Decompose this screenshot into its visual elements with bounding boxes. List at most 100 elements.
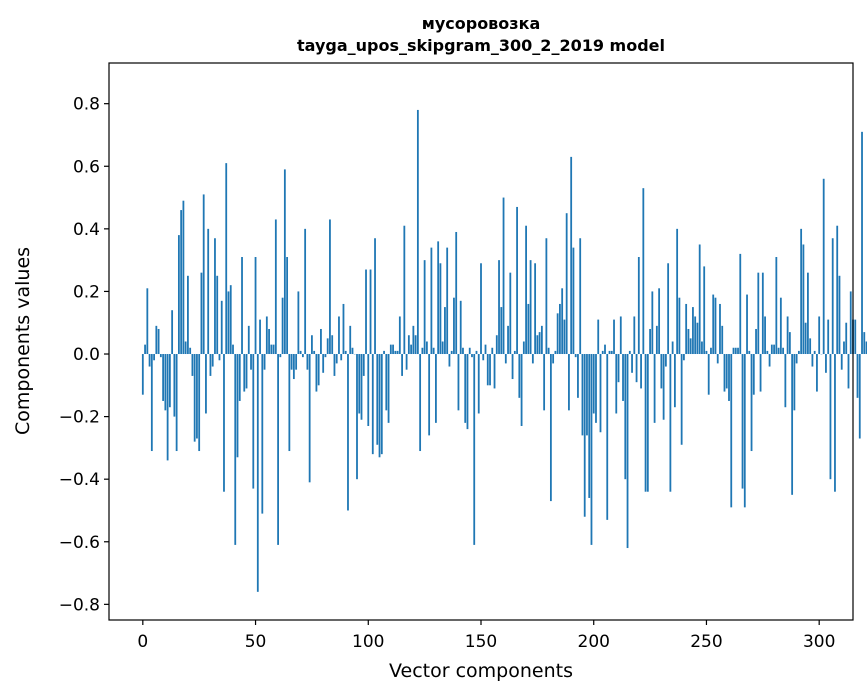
bar <box>207 229 209 354</box>
bar <box>656 326 658 354</box>
bar <box>746 295 748 354</box>
bar <box>248 326 250 354</box>
bar <box>385 354 387 410</box>
x-tick-label: 100 <box>352 632 384 652</box>
bar <box>611 351 613 354</box>
bar <box>455 232 457 354</box>
bar <box>243 354 245 392</box>
bar <box>579 238 581 354</box>
bar <box>814 351 816 354</box>
bar <box>444 307 446 354</box>
bar <box>505 354 507 363</box>
bar <box>667 263 669 354</box>
bar <box>834 354 836 492</box>
bar <box>338 316 340 354</box>
bars-group <box>142 110 867 592</box>
y-tick-label: 0.4 <box>73 220 100 240</box>
bar <box>279 354 281 357</box>
bar <box>591 354 593 545</box>
bar <box>848 354 850 388</box>
bar <box>216 276 218 354</box>
bar <box>419 354 421 451</box>
bar <box>600 354 602 432</box>
bar <box>550 354 552 501</box>
bar <box>185 342 187 355</box>
bar <box>203 194 205 354</box>
bar <box>277 354 279 545</box>
bar <box>789 332 791 354</box>
bar <box>593 354 595 413</box>
bar <box>304 229 306 354</box>
bar <box>268 329 270 354</box>
bar <box>692 307 694 354</box>
bar <box>778 348 780 354</box>
bar <box>187 276 189 354</box>
bar <box>703 266 705 354</box>
bar <box>744 354 746 507</box>
bar <box>318 354 320 385</box>
bar <box>246 354 248 388</box>
bar <box>473 354 475 545</box>
bar <box>167 354 169 460</box>
bar <box>735 348 737 354</box>
y-tick-label: −0.4 <box>59 470 100 490</box>
bar <box>446 248 448 354</box>
bar <box>539 332 541 354</box>
bar <box>719 304 721 354</box>
bar <box>800 229 802 354</box>
bar <box>295 354 297 370</box>
bar <box>618 354 620 382</box>
x-tick-label: 200 <box>578 632 610 652</box>
bar <box>631 354 633 373</box>
bar <box>189 348 191 354</box>
bar <box>381 354 383 454</box>
y-tick-label: 0.0 <box>73 345 100 365</box>
bar <box>372 354 374 454</box>
bar <box>426 342 428 355</box>
bar <box>832 238 834 354</box>
bar <box>812 354 814 367</box>
bar <box>259 320 261 354</box>
bar <box>376 354 378 445</box>
bar <box>521 354 523 426</box>
bar <box>270 345 272 354</box>
x-tick-label: 150 <box>465 632 497 652</box>
bar <box>261 354 263 514</box>
bar <box>365 270 367 354</box>
bar <box>552 354 554 363</box>
bar <box>320 329 322 354</box>
bar <box>841 354 843 370</box>
chart-subtitle: tayga_upos_skipgram_300_2_2019 model <box>297 36 665 55</box>
bar <box>602 351 604 354</box>
bar <box>358 354 360 413</box>
bar <box>300 351 302 354</box>
bar <box>361 354 363 420</box>
bar <box>153 354 155 360</box>
bar <box>180 210 182 354</box>
bar <box>257 354 259 592</box>
bar <box>636 354 638 382</box>
y-tick-label: −0.6 <box>59 533 100 553</box>
bar <box>255 257 257 354</box>
bar <box>297 291 299 354</box>
bar <box>859 354 861 438</box>
bar <box>861 132 863 354</box>
x-axis-label: Vector components <box>389 660 573 682</box>
bar <box>264 354 266 370</box>
bar <box>570 157 572 354</box>
bar <box>219 354 221 360</box>
bar <box>282 298 284 354</box>
bar <box>286 257 288 354</box>
bar <box>275 219 277 354</box>
bar <box>403 226 405 354</box>
x-tick-label: 250 <box>690 632 722 652</box>
bar <box>566 213 568 354</box>
bar <box>624 354 626 479</box>
bar <box>160 354 162 357</box>
bar <box>629 351 631 354</box>
bar <box>645 354 647 492</box>
bar <box>733 348 735 354</box>
bar <box>787 316 789 354</box>
